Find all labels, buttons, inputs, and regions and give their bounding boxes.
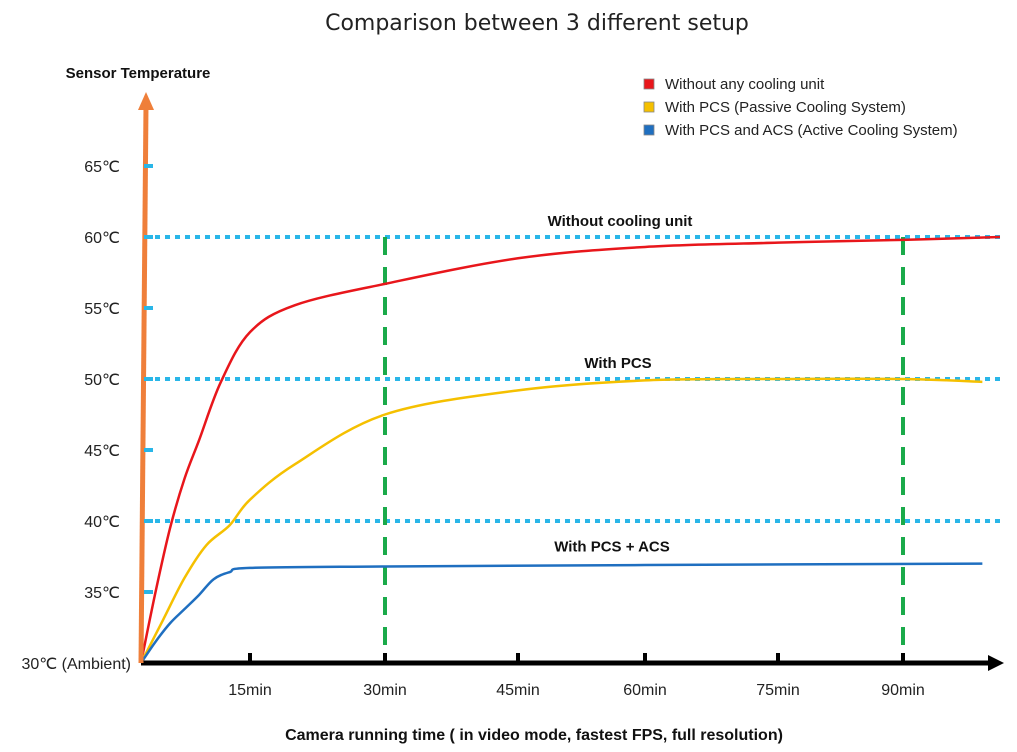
reference-line-label: Without cooling unit bbox=[548, 213, 693, 230]
y-axis-arrow bbox=[138, 92, 154, 110]
x-tick-mark bbox=[383, 653, 387, 663]
y-tick-label: 50℃ bbox=[84, 372, 120, 389]
x-tick-label: 45min bbox=[496, 682, 540, 699]
y-tick-label: 60℃ bbox=[84, 230, 120, 247]
x-tick-label: 75min bbox=[756, 682, 800, 699]
reference-line-label: With PCS bbox=[584, 355, 651, 372]
y-tick-mark bbox=[144, 235, 153, 239]
y-tick-label: 65℃ bbox=[84, 159, 120, 176]
y-axis bbox=[138, 104, 149, 664]
x-tick-mark bbox=[901, 653, 905, 663]
y-tick-label: 40℃ bbox=[84, 514, 120, 531]
y-axis-label: Sensor Temperature bbox=[66, 65, 211, 82]
legend-swatch bbox=[643, 101, 655, 113]
legend-label: Without any cooling unit bbox=[665, 76, 825, 93]
legend-label: With PCS and ACS (Active Cooling System) bbox=[665, 122, 958, 139]
x-axis-label: Camera running time ( in video mode, fas… bbox=[285, 727, 783, 744]
x-tick-label: 30min bbox=[363, 682, 407, 699]
y-tick-mark bbox=[144, 448, 153, 452]
chart-title: Comparison between 3 different setup bbox=[325, 11, 749, 36]
x-axis-arrow bbox=[988, 655, 1004, 671]
x-tick-mark bbox=[248, 653, 252, 663]
series-line bbox=[139, 377, 983, 664]
x-tick-mark bbox=[643, 653, 647, 663]
reference-line-label: With PCS + ACS bbox=[554, 539, 670, 556]
x-tick-label: 60min bbox=[623, 682, 667, 699]
x-tick-label: 15min bbox=[228, 682, 272, 699]
legend-swatch bbox=[643, 78, 655, 90]
y-tick-mark bbox=[144, 164, 153, 168]
y-tick-label: 45℃ bbox=[84, 443, 120, 460]
x-tick-mark bbox=[776, 653, 780, 663]
x-tick-mark bbox=[516, 653, 520, 663]
series-line bbox=[139, 235, 1001, 664]
y-tick-label: 30℃ (Ambient) bbox=[21, 656, 131, 673]
y-tick-mark bbox=[144, 377, 153, 381]
legend-label: With PCS (Passive Cooling System) bbox=[665, 99, 906, 116]
x-tick-label: 90min bbox=[881, 682, 925, 699]
series-line bbox=[139, 562, 983, 664]
y-tick-label: 55℃ bbox=[84, 301, 120, 318]
y-tick-mark bbox=[144, 306, 153, 310]
y-tick-mark bbox=[144, 590, 153, 594]
y-tick-mark bbox=[144, 519, 153, 523]
legend-swatch bbox=[643, 124, 655, 136]
y-tick-label: 35℃ bbox=[84, 585, 120, 602]
